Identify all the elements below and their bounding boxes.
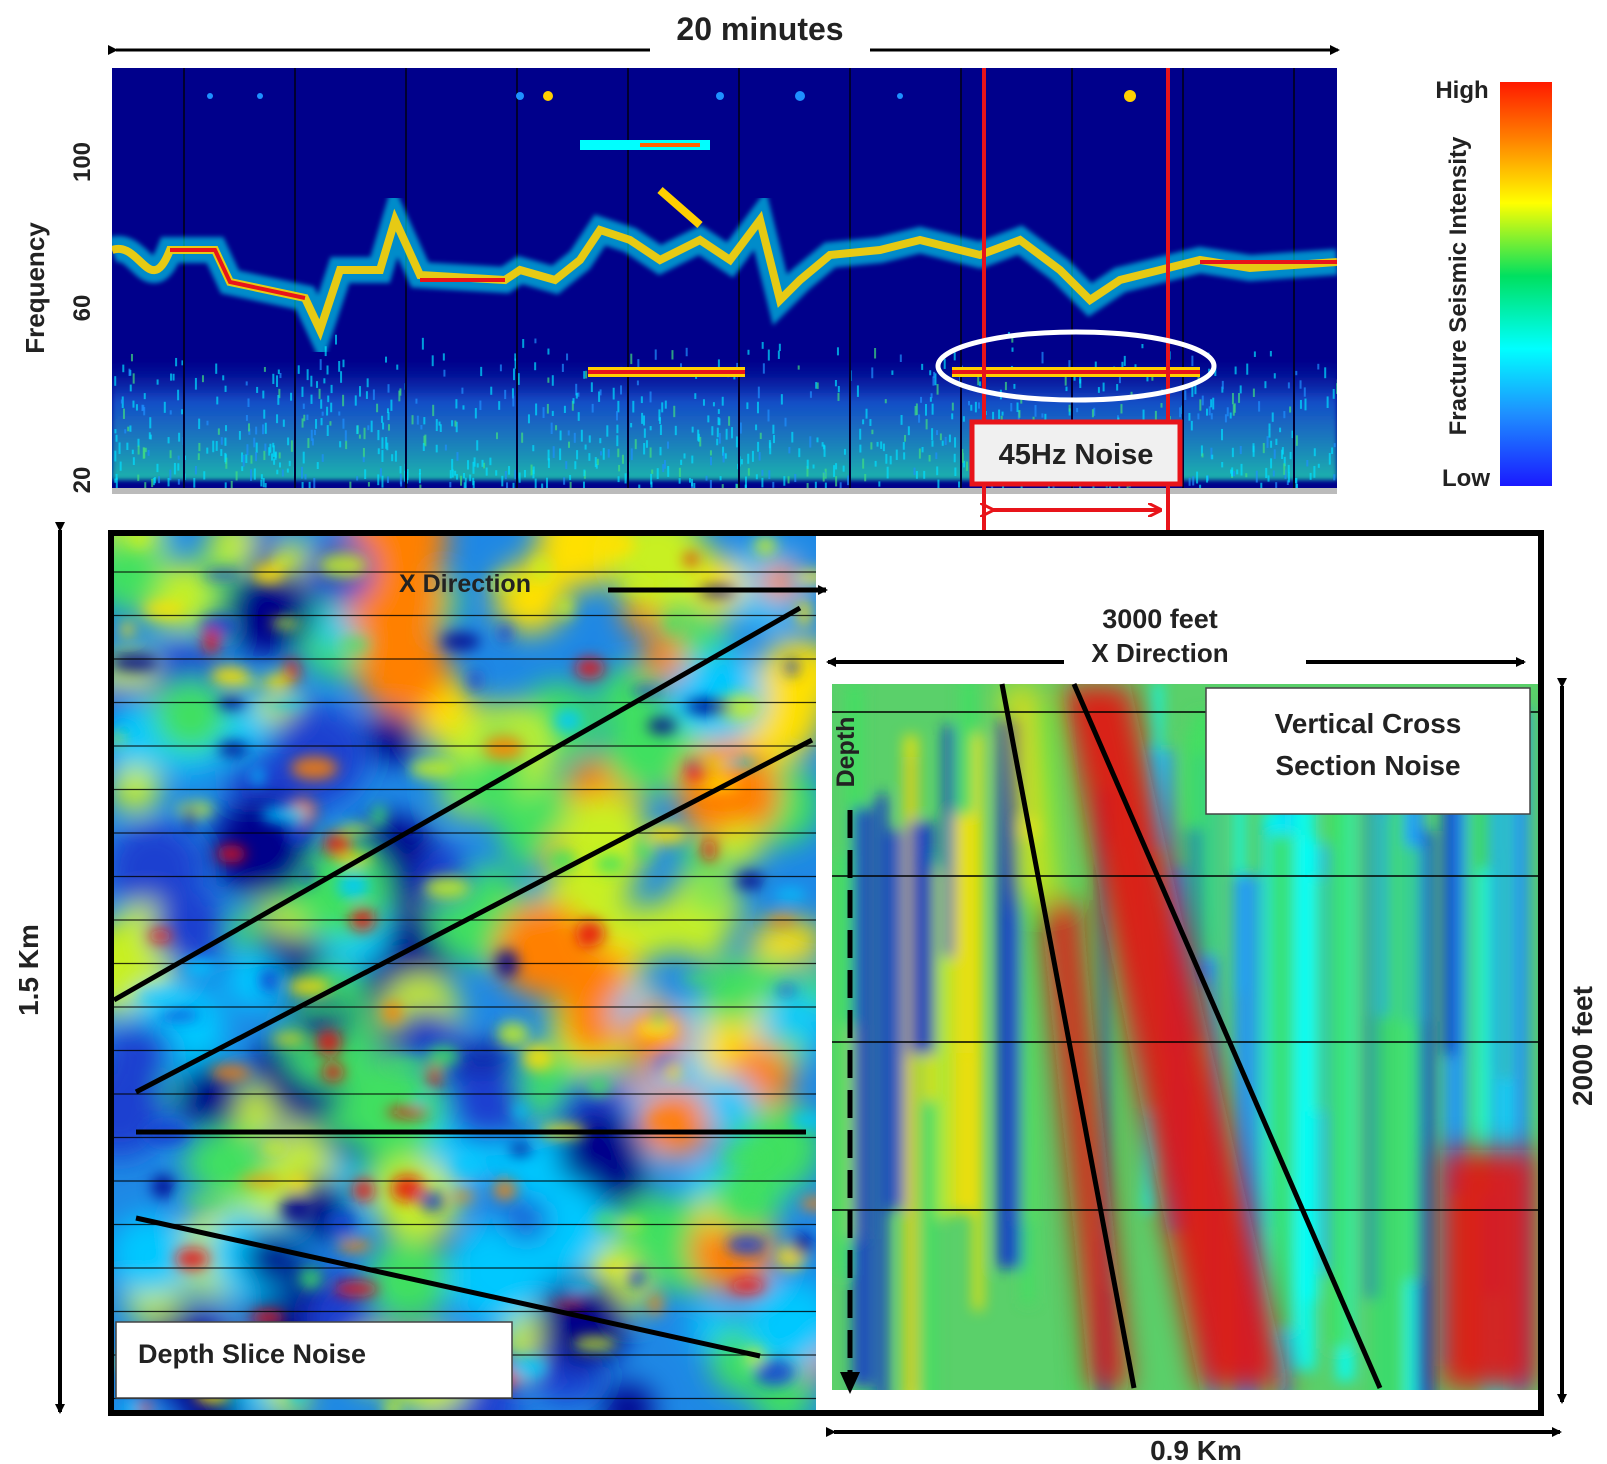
depth-slice-caption-box bbox=[115, 1321, 513, 1399]
cross-section-height-arrow: 2000 feet bbox=[1557, 678, 1606, 1404]
colorbar: High Low Fracture Seismic Intensity bbox=[1435, 77, 1552, 492]
cross-section-width-label: 3000 feet bbox=[1102, 604, 1218, 634]
time-span-arrow: 20 minutes bbox=[108, 10, 1340, 55]
frequency-tick-20: 20 bbox=[69, 467, 96, 494]
time-tick-bar bbox=[112, 488, 1337, 494]
depth-slice-fracture-lines bbox=[112, 605, 814, 1359]
depth-slice-panel: X Direction Depth Slice Noise bbox=[112, 536, 828, 1410]
cross-section-bottom-arrow: 0.9 Km bbox=[826, 1427, 1562, 1464]
cross-section-grid bbox=[832, 711, 1538, 1211]
depth-label: Depth bbox=[832, 717, 860, 788]
cross-section-texture bbox=[835, 684, 1538, 1390]
cross-section-caption-line2: Section Noise bbox=[1275, 750, 1460, 781]
spectrogram: Frequency 100 60 20 45Hz Noise bbox=[20, 68, 1337, 545]
cross-section-caption-line1: Vertical Cross bbox=[1275, 708, 1462, 739]
depth-slice-caption: Depth Slice Noise bbox=[138, 1339, 366, 1369]
time-span-label: 20 minutes bbox=[676, 11, 843, 47]
45hz-noise-label: 45Hz Noise bbox=[999, 439, 1154, 471]
noise-speckles bbox=[114, 331, 1337, 488]
colorbar-gradient bbox=[1500, 82, 1552, 486]
cross-section-bottom-label: 0.9 Km bbox=[1150, 1435, 1242, 1464]
high-frequency-dots bbox=[207, 90, 1136, 102]
cross-section-panel: 3000 feet X Direction Depth bbox=[826, 604, 1538, 1394]
frequency-track bbox=[112, 140, 1337, 365]
frequency-tick-100: 100 bbox=[69, 142, 96, 182]
cross-section-x-direction-label: X Direction bbox=[1091, 638, 1228, 668]
45hz-noise-callout: 45Hz Noise bbox=[969, 419, 1183, 487]
colorbar-title: Fracture Seismic Intensity bbox=[1445, 136, 1472, 435]
depth-slice-height-arrow: 1.5 Km bbox=[13, 522, 65, 1414]
cross-section-fracture-lines bbox=[999, 683, 1383, 1389]
frequency-axis-label: Frequency bbox=[20, 222, 50, 354]
colorbar-low-label: Low bbox=[1442, 465, 1490, 492]
depth-slice-height-label: 1.5 Km bbox=[13, 924, 44, 1016]
depth-arrow: Depth bbox=[832, 717, 860, 1394]
frequency-tick-60: 60 bbox=[69, 295, 96, 322]
cross-section-caption-box bbox=[1205, 687, 1531, 815]
45hz-highlight-ellipse bbox=[935, 329, 1217, 403]
depth-slice-x-direction-label: X Direction bbox=[399, 570, 531, 598]
cross-section-height-label: 2000 feet bbox=[1567, 986, 1598, 1106]
colorbar-high-label: High bbox=[1435, 77, 1488, 104]
